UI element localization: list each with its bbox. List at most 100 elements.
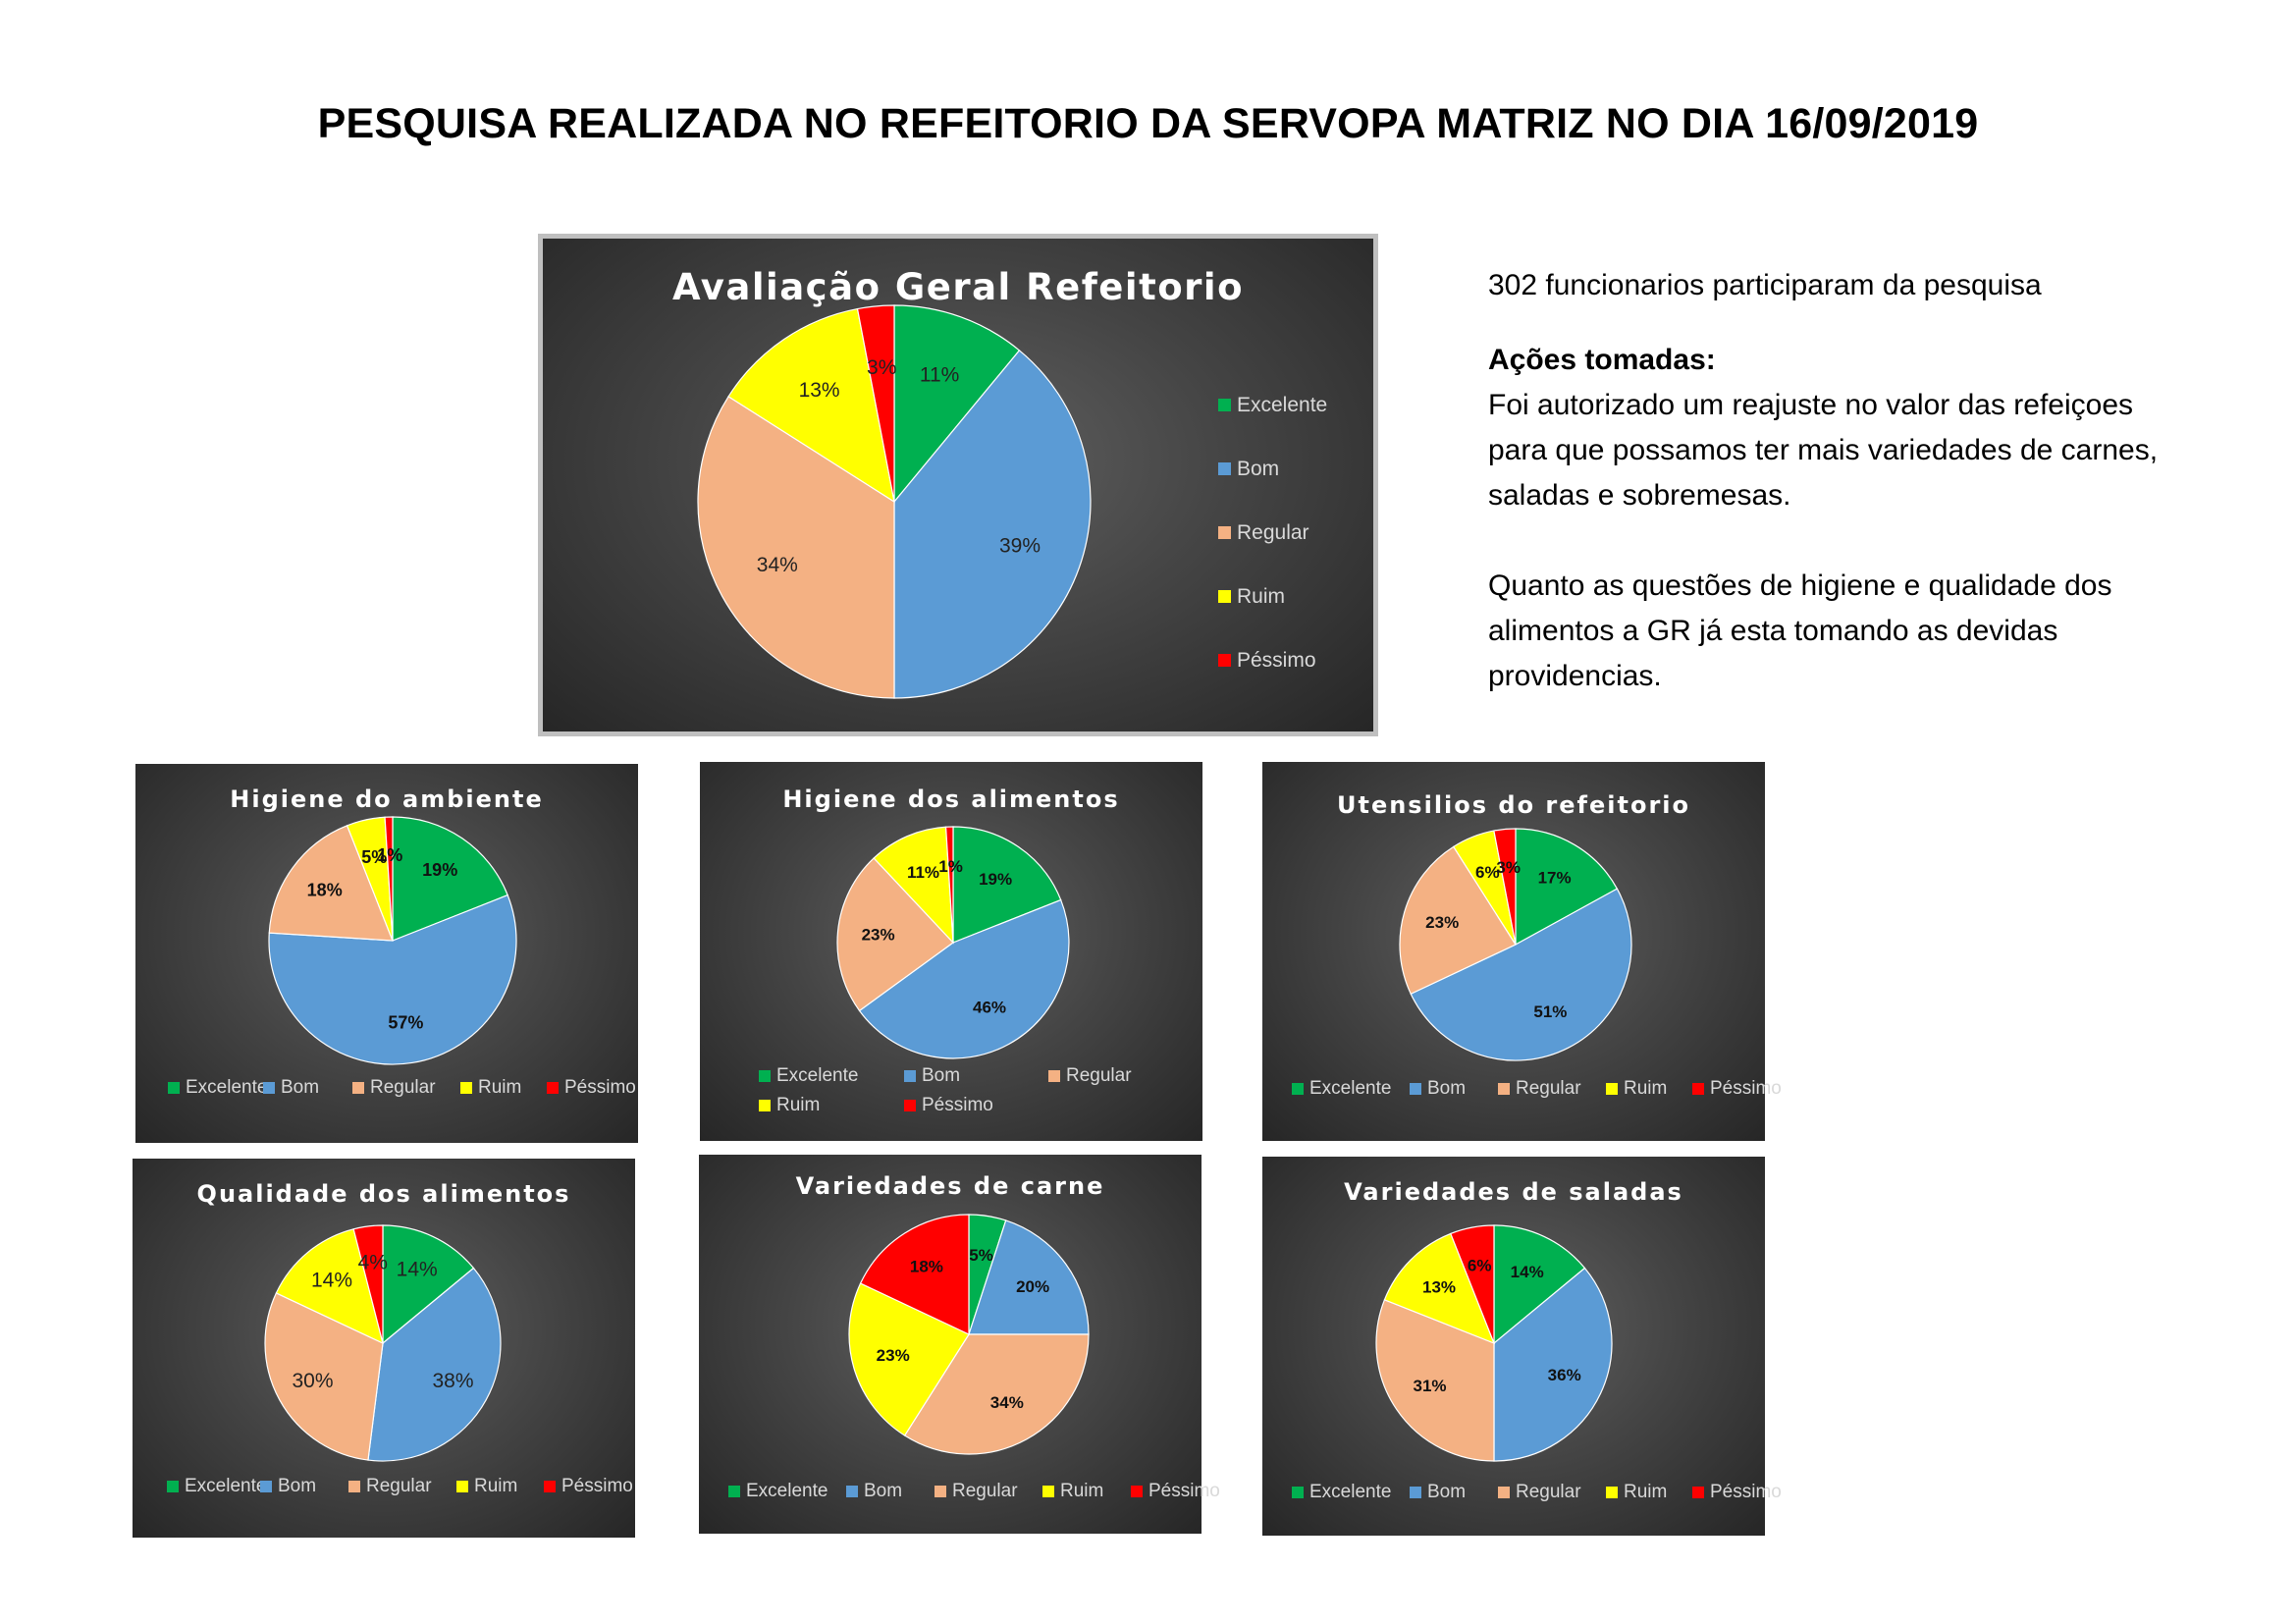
- legend-swatch: [1042, 1485, 1054, 1497]
- legend-label: Péssimo: [1148, 1480, 1220, 1501]
- legend-item-regular: Regular: [934, 1481, 1018, 1502]
- pie: 19% 57% 18% 5%1%: [268, 816, 517, 1065]
- slice-pessimo: [944, 826, 954, 944]
- slice-regular: [268, 825, 394, 942]
- legend-item-bom: Bom: [1218, 458, 1279, 481]
- legend-item-regular: Regular: [1048, 1065, 1132, 1087]
- slice-pessimo: [352, 1224, 384, 1344]
- legend-label: Bom: [1427, 1481, 1467, 1502]
- legend-swatch: [352, 1081, 364, 1094]
- legend-swatch: [759, 1099, 771, 1111]
- data-label-regular: 30%: [292, 1370, 333, 1392]
- chart-title: Utensilios do refeitorio: [1336, 791, 1690, 819]
- legend-label: Excelente: [776, 1064, 859, 1086]
- legend-label: Ruim: [1060, 1480, 1104, 1501]
- legend-item-ruim: Ruim: [1606, 1078, 1667, 1100]
- data-label-bom: 51%: [1533, 1002, 1567, 1021]
- chart-title: Higiene dos alimentos: [782, 785, 1120, 813]
- slice-bom: [858, 898, 1070, 1059]
- slice-excelente: [952, 826, 1062, 944]
- legend-item-bom: Bom: [263, 1077, 319, 1099]
- data-label-bom: 38%: [432, 1370, 473, 1392]
- legend-label: Excelente: [1309, 1077, 1392, 1099]
- legend-item-ruim: Ruim: [1606, 1482, 1667, 1503]
- data-label-bom: 57%: [388, 1012, 423, 1032]
- data-label-bom: 46%: [973, 999, 1006, 1017]
- data-label-ruim: 14%: [311, 1270, 352, 1292]
- pie: 19% 46% 23% 11% 1%: [836, 826, 1070, 1059]
- data-label-bom: 39%: [999, 535, 1041, 558]
- slice-bom: [1410, 888, 1632, 1061]
- legend-item-regular: Regular: [1498, 1482, 1581, 1503]
- legend: Excelente Bom Regular Ruim Péssimo: [1262, 1157, 1782, 1536]
- legend-item-regular: Regular: [352, 1077, 436, 1099]
- legend-label: Bom: [1427, 1077, 1467, 1099]
- legend-label: Excelente: [185, 1475, 267, 1496]
- legend-label: Ruim: [1624, 1077, 1668, 1099]
- data-label-regular: 23%: [1425, 913, 1459, 932]
- slice-pessimo: [856, 304, 895, 503]
- slice-excelente: [392, 816, 508, 942]
- legend-item-bom: Bom: [904, 1065, 960, 1087]
- legend-swatch: [1048, 1069, 1060, 1082]
- chart-utensilios-do-refeitorio: Utensilios do refeitorio 17% 51% 23% 6% 3% Exc…: [1262, 762, 1782, 1141]
- data-label-ruim: 13%: [1422, 1277, 1456, 1296]
- data-label-pessimo: 6%: [1468, 1257, 1492, 1275]
- legend-label: Péssimo: [564, 1076, 636, 1098]
- legend-label: Regular: [366, 1475, 432, 1496]
- legend-swatch: [1606, 1082, 1618, 1095]
- pie: 14% 36% 31% 13% 6%: [1375, 1224, 1613, 1462]
- slice-ruim: [727, 307, 895, 504]
- legend-swatch: [759, 1069, 771, 1082]
- legend-label: Regular: [370, 1076, 436, 1098]
- slice-bom: [968, 1219, 1090, 1335]
- legend-swatch: [547, 1081, 559, 1094]
- data-label-ruim: 6%: [1475, 863, 1500, 882]
- legend-swatch: [1218, 462, 1231, 475]
- slice-excelente: [893, 304, 1021, 504]
- slice-bom: [1493, 1267, 1613, 1462]
- slice-pessimo: [384, 816, 394, 942]
- info-panel: 302 funcionarios participaram da pesquis…: [1488, 263, 2195, 699]
- legend-item-ruim: Ruim: [1218, 585, 1285, 609]
- legend-label: Ruim: [474, 1475, 518, 1496]
- chart-title: Avaliação Geral Refeitorio: [671, 266, 1245, 308]
- legend-label: Bom: [1237, 457, 1280, 480]
- legend-swatch: [1218, 654, 1231, 667]
- legend-swatch: [1131, 1485, 1143, 1497]
- chart-qualidade-dos-alimentos: Qualidade dos alimentos 14% 38% 30% 14% 4% Exc…: [133, 1159, 635, 1538]
- legend-swatch: [1410, 1486, 1421, 1498]
- legend-item-pessimo: Péssimo: [1218, 649, 1316, 673]
- legend-swatch: [846, 1485, 858, 1497]
- legend-label: Regular: [952, 1480, 1018, 1501]
- legend-swatch: [1292, 1082, 1304, 1095]
- chart-title: Variedades de carne: [795, 1172, 1105, 1200]
- slice-bom: [367, 1267, 502, 1462]
- data-label-pessimo: 18%: [910, 1257, 943, 1275]
- pie: 5% 20% 34% 23% 18%: [848, 1214, 1090, 1455]
- legend-item-bom: Bom: [1410, 1482, 1466, 1503]
- legend-swatch: [1606, 1486, 1618, 1498]
- legend-item-ruim: Ruim: [759, 1095, 820, 1116]
- legend-swatch: [1498, 1486, 1510, 1498]
- legend-label: Regular: [1066, 1064, 1132, 1086]
- legend-swatch: [1498, 1082, 1510, 1095]
- legend-item-pessimo: Péssimo: [1131, 1481, 1220, 1502]
- legend-swatch: [168, 1081, 180, 1094]
- slice-bom: [268, 893, 517, 1065]
- legend-swatch: [1692, 1082, 1704, 1095]
- legend-swatch: [904, 1099, 916, 1111]
- chart-higiene-do-ambiente: Higiene do ambiente 19% 57% 18% 5% 1% Excelent…: [135, 764, 638, 1143]
- data-label-excelente: 11%: [920, 364, 959, 387]
- actions-text-1: Foi autorizado um reajuste no valor das …: [1488, 389, 2159, 512]
- slice-excelente: [382, 1224, 475, 1345]
- legend-swatch: [544, 1480, 556, 1492]
- legend-swatch: [456, 1480, 468, 1492]
- data-label-ruim: 13%: [799, 379, 840, 402]
- data-label-bom: 20%: [1016, 1277, 1049, 1296]
- chart-variedades-de-saladas: Variedades de saladas 14% 36% 31% 13% 6% Excel…: [1262, 1157, 1782, 1536]
- chart-variedades-de-carne: Variedades de carne 5% 20% 34% 23% 18% Excelen…: [699, 1155, 1220, 1534]
- pie: 14% 38% 30% 14% 4%: [264, 1224, 502, 1462]
- legend-label: Bom: [864, 1480, 903, 1501]
- data-label-regular: 23%: [862, 925, 895, 944]
